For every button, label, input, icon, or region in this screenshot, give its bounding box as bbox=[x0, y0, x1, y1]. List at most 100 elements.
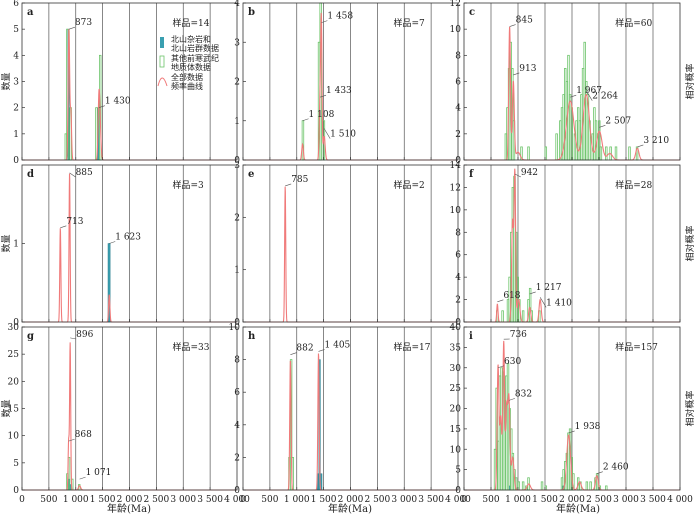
panel-letter-e: e bbox=[248, 169, 254, 180]
peak-label-i-0: 630 bbox=[504, 357, 521, 367]
y-tick-label-b-3: 3 bbox=[234, 38, 240, 48]
x-tick-label-h-2500: 2 500 bbox=[364, 495, 390, 505]
x-tick-label-i-2000: 2 000 bbox=[559, 495, 585, 505]
panel-letter-f: f bbox=[469, 169, 474, 180]
peak-label-i-4: 2 460 bbox=[603, 463, 629, 473]
peak-label-a-1: 1 430 bbox=[105, 97, 131, 107]
peak-label-b-3: 1 510 bbox=[330, 130, 356, 140]
x-tick-label-h-1500: 1 500 bbox=[311, 495, 337, 505]
peak-leader-c-2 bbox=[570, 94, 577, 98]
peak-label-g-0: 896 bbox=[76, 330, 93, 340]
y-tick-label-i-30: 30 bbox=[450, 364, 462, 374]
peak-label-d-1: 885 bbox=[76, 168, 93, 178]
x-tick-label-g-4000: 4 000 bbox=[224, 495, 250, 505]
x-tick-label-h-500: 500 bbox=[261, 495, 278, 505]
bar-green-i-35 bbox=[605, 485, 608, 491]
peak-label-f-3: 1 410 bbox=[546, 298, 572, 308]
x-tick-label-g-1500: 1 500 bbox=[90, 495, 116, 505]
y-tick-label-c-4: 4 bbox=[455, 104, 461, 114]
x-tick-label-h-4000: 4 000 bbox=[445, 495, 471, 505]
panel-letter-g: g bbox=[27, 331, 34, 342]
peak-label-b-2: 1 458 bbox=[327, 12, 353, 22]
panel-f: 0 2 4 6 8 10 12 14 f 样品=28 相对概率 618 942 1 217 1 410 bbox=[450, 161, 696, 328]
y-axis-label-a: 数量 bbox=[0, 72, 12, 90]
y-tick-label-g-5: 5 bbox=[13, 459, 19, 469]
y-tick-label-c-10: 10 bbox=[450, 25, 462, 35]
peak-leader-d-2 bbox=[109, 241, 116, 244]
sample-label-f: 样品=28 bbox=[615, 179, 652, 191]
peak-label-i-1: 736 bbox=[510, 330, 527, 340]
y-tick-label-f-2: 2 bbox=[455, 296, 461, 306]
y-tick-label-f-4: 4 bbox=[455, 273, 461, 283]
y-tick-label-i-15: 15 bbox=[450, 425, 462, 435]
panel-letter-b: b bbox=[248, 7, 255, 18]
bar-green-i-15 bbox=[521, 481, 525, 491]
peak-label-g-1: 868 bbox=[75, 430, 92, 440]
y-tick-label-h-4: 4 bbox=[234, 421, 240, 431]
x-tick-label-i-4000: 4 000 bbox=[667, 495, 693, 505]
y-tick-label-a-4: 4 bbox=[13, 51, 19, 61]
y-tick-label-g-15: 15 bbox=[8, 405, 20, 415]
x-tick-label-g-2000: 2 000 bbox=[117, 495, 143, 505]
bar-green-f-10 bbox=[521, 310, 525, 323]
x-tick-label-h-0: 0 bbox=[240, 495, 246, 505]
peak-label-c-1: 913 bbox=[519, 64, 536, 74]
bar-green-f-1 bbox=[501, 310, 504, 323]
y-tick-label-h-6: 6 bbox=[234, 388, 240, 398]
peak-leader-i-2 bbox=[508, 398, 516, 401]
legend-label-teal-bar-1: 北山杂岩和 bbox=[171, 34, 211, 44]
figure-labels: 年龄(Ma) 年龄(Ma) 年龄(Ma) bbox=[107, 502, 600, 515]
x-tick-label-g-0: 0 bbox=[19, 495, 25, 505]
peak-leader-c-4 bbox=[599, 125, 606, 128]
y-tick-label-f-10: 10 bbox=[450, 206, 462, 216]
y-tick-label-a-1: 1 bbox=[13, 130, 19, 140]
legend-swatch-teal bbox=[160, 37, 164, 48]
peak-label-a-0: 873 bbox=[75, 18, 92, 28]
peak-leader-b-1 bbox=[319, 94, 327, 98]
peak-leader-c-5 bbox=[637, 144, 644, 148]
peak-leader-h-1 bbox=[318, 349, 325, 352]
y-axis-label-d: 数量 bbox=[0, 234, 12, 252]
y-tick-label-b-2: 2 bbox=[234, 78, 240, 88]
sample-label-h: 样品=17 bbox=[394, 341, 431, 353]
peak-leader-b-2 bbox=[321, 20, 328, 23]
bar-green-c-9 bbox=[555, 133, 558, 161]
peak-label-d-2: 1 623 bbox=[115, 233, 141, 243]
y-tick-label-i-40: 40 bbox=[450, 323, 462, 333]
x-tick-label-g-3000: 3 000 bbox=[170, 495, 196, 505]
peak-leader-f-0 bbox=[497, 299, 504, 303]
x-tick-label-i-2500: 2 500 bbox=[586, 495, 612, 505]
x-axis-label-3: 年龄(Ma) bbox=[556, 502, 600, 515]
peak-label-f-0: 618 bbox=[503, 291, 520, 301]
bar-green-i-30 bbox=[585, 481, 589, 491]
y-tick-label-c-8: 8 bbox=[455, 51, 461, 61]
bar-green-i-18 bbox=[540, 481, 544, 491]
panel-letter-i: i bbox=[469, 331, 473, 342]
x-tick-label-h-3500: 3 500 bbox=[418, 495, 444, 505]
legend-label-green-bar-1: 其他前寒武纪 bbox=[171, 53, 219, 63]
y-tick-label-e-0: 0 bbox=[234, 318, 240, 328]
y-tick-label-g-0: 0 bbox=[13, 486, 19, 496]
peak-label-h-1: 1 405 bbox=[325, 340, 351, 350]
peak-label-e-0: 785 bbox=[291, 175, 308, 185]
bar-green-c-7 bbox=[527, 146, 530, 161]
peak-label-g-2: 1 071 bbox=[86, 468, 112, 478]
peak-label-f-1: 942 bbox=[521, 168, 538, 178]
y-tick-label-g-20: 20 bbox=[8, 377, 20, 387]
peak-leader-c-0 bbox=[509, 24, 516, 27]
peak-leader-f-3 bbox=[539, 297, 547, 308]
y-axis-label-g: 数量 bbox=[0, 399, 12, 417]
y-tick-label-a-3: 3 bbox=[13, 78, 19, 88]
x-tick-label-i-1000: 1 000 bbox=[505, 495, 531, 505]
y-tick-label-c-0: 0 bbox=[455, 156, 461, 166]
peak-label-b-0: 1 108 bbox=[309, 110, 335, 120]
peak-leader-a-0 bbox=[68, 26, 76, 30]
y-tick-label-d-1: 1 bbox=[13, 240, 19, 250]
peak-leader-i-4 bbox=[596, 471, 603, 474]
panel-letter-c: c bbox=[469, 7, 475, 18]
peak-label-i-3: 1 938 bbox=[575, 422, 601, 432]
peak-label-d-0: 713 bbox=[66, 217, 83, 227]
